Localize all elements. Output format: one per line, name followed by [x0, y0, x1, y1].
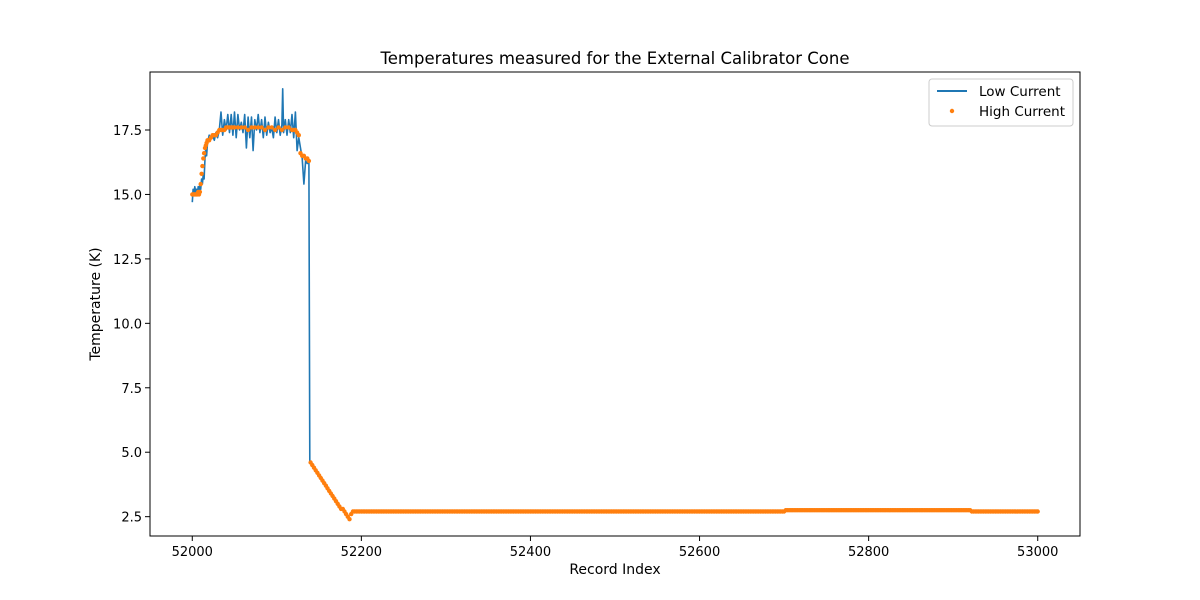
y-tick-label: 7.5: [121, 382, 142, 397]
legend: Low Current High Current: [928, 78, 1074, 127]
high-current-point: [306, 158, 312, 164]
y-tick-label: 10.0: [113, 317, 142, 332]
high-current-point: [198, 181, 203, 187]
high-current-point: [272, 127, 278, 133]
high-current-point: [1035, 509, 1040, 514]
legend-high-current-label: High Current: [979, 104, 1065, 120]
high-current-point: [256, 125, 261, 130]
high-current-point: [245, 127, 251, 133]
data-layer: [190, 88, 1040, 522]
x-axis: 52000 52200 52400 52600 52800 53000: [172, 536, 1058, 560]
high-current-point: [242, 125, 247, 130]
x-tick-label: 52400: [510, 545, 551, 560]
high-current-point: [259, 125, 264, 130]
high-current-point: [269, 125, 274, 130]
high-current-point: [232, 125, 237, 130]
y-tick-label: 17.5: [113, 124, 142, 139]
high-current-point: [283, 125, 288, 130]
chart-title: Temperatures measured for the External C…: [380, 49, 850, 68]
high-current-point: [296, 133, 301, 138]
high-current-point: [276, 125, 281, 130]
y-tick-label: 5.0: [121, 446, 142, 461]
x-tick-label: 53000: [1017, 545, 1058, 560]
legend-high-current-marker: [949, 108, 955, 114]
high-current-point: [239, 125, 244, 130]
high-current-point: [266, 125, 271, 130]
high-current-point: [197, 189, 203, 195]
x-tick-label: 52800: [848, 545, 889, 560]
y-tick-label: 2.5: [121, 511, 142, 526]
high-current-point: [279, 127, 285, 133]
high-current-point: [201, 156, 206, 161]
x-tick-label: 52000: [172, 545, 213, 560]
high-current-point: [262, 127, 268, 133]
high-current-point: [200, 163, 205, 169]
x-tick-label: 52200: [341, 545, 382, 560]
legend-low-current-label: Low Current: [979, 84, 1061, 100]
series-low-current-line: [191, 88, 311, 464]
high-current-point: [235, 125, 241, 130]
x-tick-label: 52600: [679, 545, 720, 560]
axes-frame: [149, 71, 1081, 537]
high-current-point: [286, 125, 291, 130]
series-high-current: [190, 125, 1040, 522]
y-axis: 2.5 5.0 7.5 10.0 12.5 15.0 17.5: [113, 124, 150, 526]
y-tick-label: 15.0: [113, 188, 142, 203]
high-current-point: [252, 125, 257, 130]
y-tick-label: 12.5: [113, 253, 142, 268]
high-current-point: [199, 171, 204, 176]
high-current-point: [201, 151, 207, 156]
high-current-point: [249, 125, 254, 130]
y-axis-title: Temperature (K): [88, 247, 104, 361]
high-current-point: [347, 517, 352, 522]
x-axis-title: Record Index: [569, 562, 660, 578]
